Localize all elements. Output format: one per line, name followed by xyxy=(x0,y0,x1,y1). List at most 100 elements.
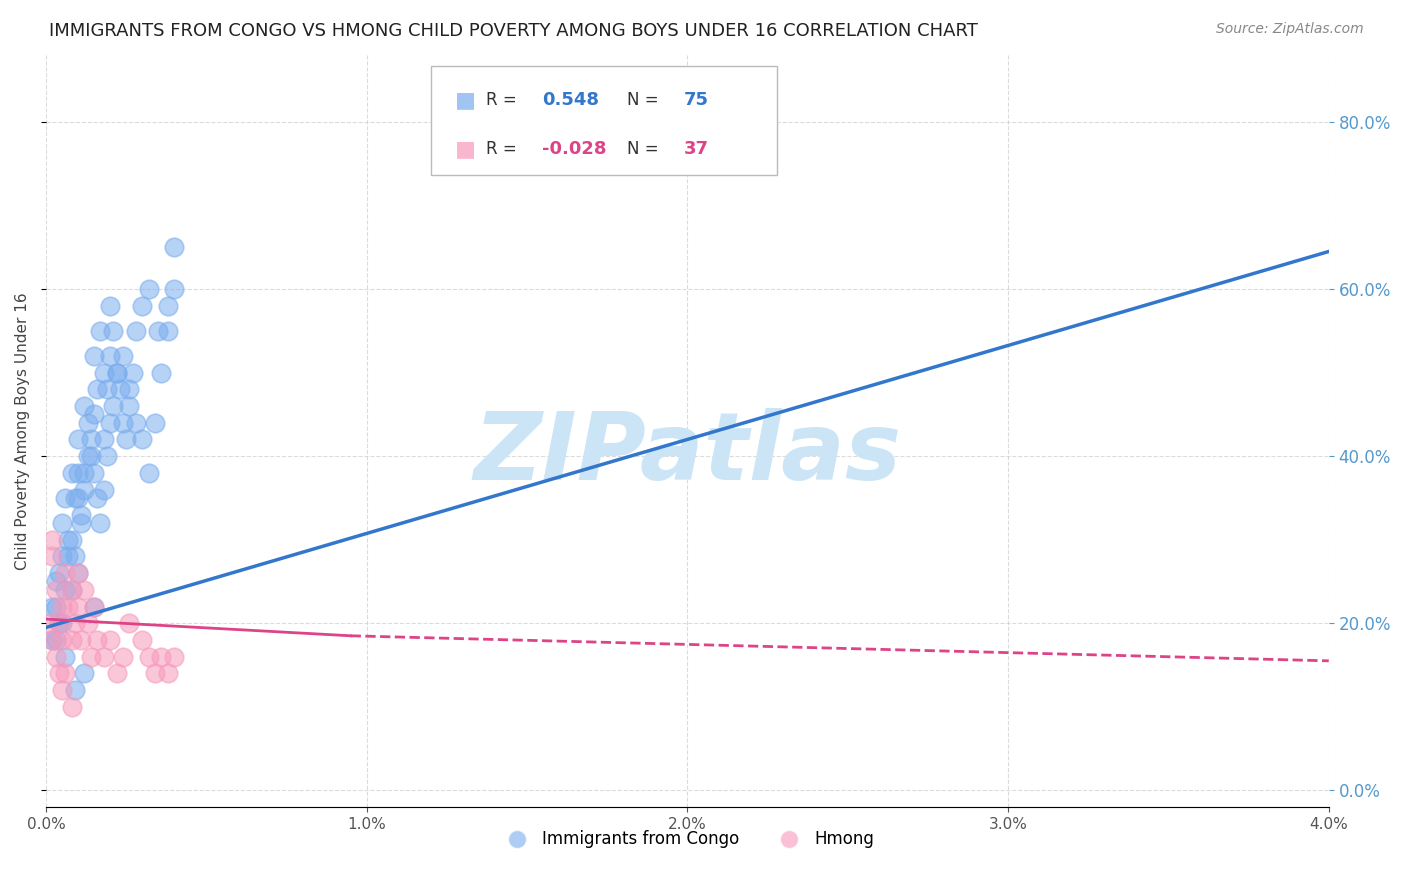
Point xyxy=(73,483,96,497)
Point xyxy=(103,399,125,413)
Point xyxy=(70,516,93,530)
Y-axis label: Child Poverty Among Boys Under 16: Child Poverty Among Boys Under 16 xyxy=(15,293,30,570)
Point xyxy=(53,649,76,664)
Point xyxy=(76,449,98,463)
Point xyxy=(89,324,111,338)
Point xyxy=(73,666,96,681)
Point xyxy=(103,324,125,338)
Point xyxy=(51,632,73,647)
Point xyxy=(93,649,115,664)
Point xyxy=(150,366,173,380)
Point xyxy=(51,616,73,631)
Point xyxy=(125,324,148,338)
Text: R =: R = xyxy=(486,140,522,158)
Point xyxy=(51,516,73,530)
Point xyxy=(138,282,160,296)
Text: 37: 37 xyxy=(683,140,709,158)
Point xyxy=(131,433,153,447)
Text: ■: ■ xyxy=(456,139,477,159)
Point xyxy=(150,649,173,664)
Point xyxy=(63,491,86,505)
Point xyxy=(111,349,134,363)
Point xyxy=(70,508,93,522)
Text: ■: ■ xyxy=(456,90,477,111)
Point xyxy=(80,449,103,463)
Point xyxy=(63,549,86,564)
Point xyxy=(63,683,86,698)
Text: N =: N = xyxy=(627,140,664,158)
Point xyxy=(80,649,103,664)
Point xyxy=(45,582,67,597)
Point xyxy=(67,599,90,614)
Point xyxy=(148,324,170,338)
Point xyxy=(80,433,103,447)
Point xyxy=(76,416,98,430)
Point xyxy=(108,382,131,396)
Point xyxy=(83,599,105,614)
Point xyxy=(67,566,90,581)
Point xyxy=(105,366,128,380)
Point xyxy=(58,599,80,614)
Point xyxy=(98,416,121,430)
Point xyxy=(67,566,90,581)
Point xyxy=(143,666,166,681)
Point xyxy=(89,516,111,530)
Point xyxy=(60,699,83,714)
Point xyxy=(98,349,121,363)
Point xyxy=(98,632,121,647)
Point xyxy=(96,449,118,463)
Point xyxy=(53,566,76,581)
Point xyxy=(48,616,70,631)
Text: 75: 75 xyxy=(683,91,709,109)
Point xyxy=(83,466,105,480)
FancyBboxPatch shape xyxy=(430,66,778,176)
Text: Source: ZipAtlas.com: Source: ZipAtlas.com xyxy=(1216,22,1364,37)
Text: ZIPatlas: ZIPatlas xyxy=(474,408,901,500)
Point xyxy=(125,416,148,430)
Point xyxy=(45,574,67,589)
Point xyxy=(143,416,166,430)
Point xyxy=(86,632,108,647)
Point xyxy=(163,282,186,296)
Point xyxy=(60,582,83,597)
Point xyxy=(105,366,128,380)
Point xyxy=(63,616,86,631)
Point xyxy=(83,408,105,422)
Point xyxy=(51,599,73,614)
Point xyxy=(60,582,83,597)
Point xyxy=(76,616,98,631)
Point xyxy=(41,549,63,564)
Point xyxy=(93,483,115,497)
Point xyxy=(73,399,96,413)
Point xyxy=(111,649,134,664)
Point xyxy=(41,599,63,614)
Point xyxy=(118,399,141,413)
Point xyxy=(121,366,143,380)
Text: N =: N = xyxy=(627,91,664,109)
Point xyxy=(138,466,160,480)
Point xyxy=(118,382,141,396)
Point xyxy=(163,649,186,664)
Point xyxy=(118,616,141,631)
Point xyxy=(111,416,134,430)
Point xyxy=(98,299,121,313)
Point xyxy=(156,299,179,313)
Point xyxy=(41,632,63,647)
Text: 0.548: 0.548 xyxy=(543,91,599,109)
Point xyxy=(38,616,60,631)
Point xyxy=(96,382,118,396)
Point xyxy=(53,666,76,681)
Point xyxy=(60,466,83,480)
Point xyxy=(67,466,90,480)
Point xyxy=(86,382,108,396)
Text: -0.028: -0.028 xyxy=(543,140,607,158)
Point xyxy=(83,349,105,363)
Text: R =: R = xyxy=(486,91,522,109)
Point xyxy=(70,632,93,647)
Point xyxy=(51,549,73,564)
Point xyxy=(48,566,70,581)
Point xyxy=(73,582,96,597)
Point xyxy=(156,324,179,338)
Point xyxy=(67,491,90,505)
Point xyxy=(93,433,115,447)
